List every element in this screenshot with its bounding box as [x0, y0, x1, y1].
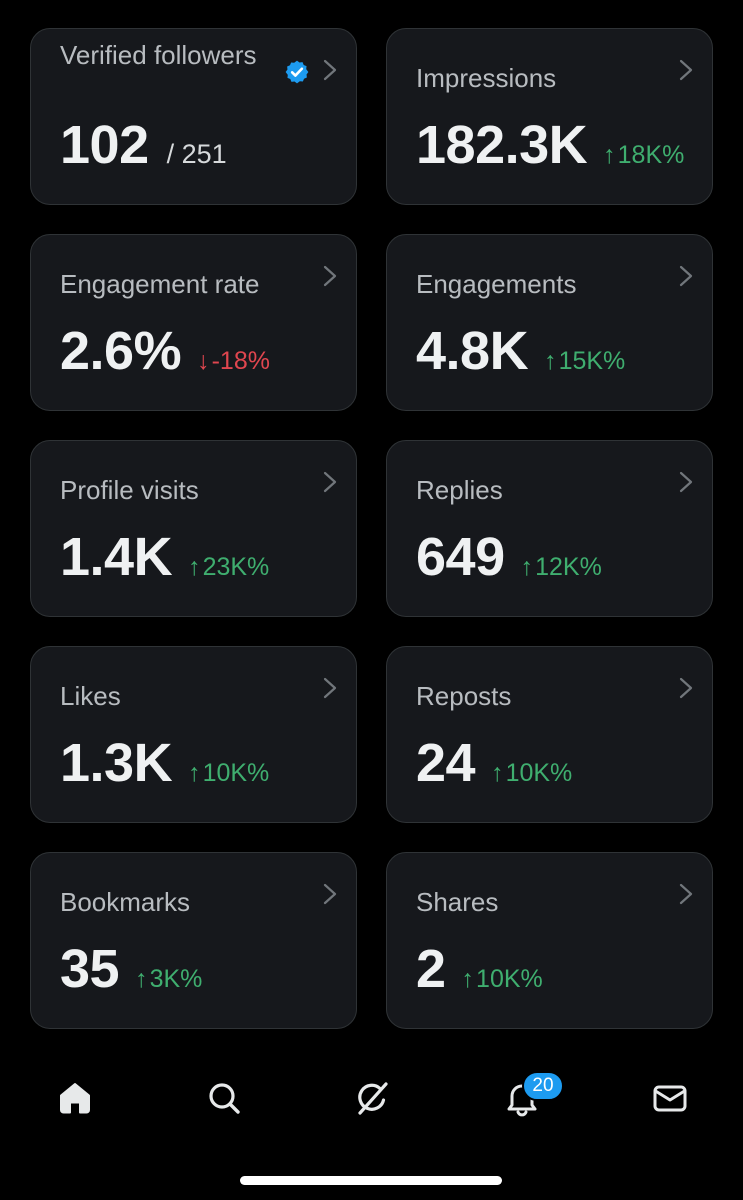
card-impressions[interactable]: Impressions 182.3K ↑ 18K% [386, 28, 713, 205]
arrow-up-icon: ↑ [544, 347, 557, 375]
metric-delta: ↑ 10K% [491, 759, 572, 788]
card-likes[interactable]: Likes 1.3K ↑ 10K% [30, 646, 357, 823]
card-reposts[interactable]: Reposts 24 ↑ 10K% [386, 646, 713, 823]
card-verified-followers[interactable]: Verified followers 102 / 251 [30, 28, 357, 205]
metric-delta: ↑ 12K% [521, 553, 602, 582]
card-engagements[interactable]: Engagements 4.8K ↑ 15K% [386, 234, 713, 411]
nav-search[interactable] [202, 1076, 246, 1120]
metric-value: 649 [416, 527, 505, 587]
value-row: 2.6% ↓ -18% [60, 321, 270, 381]
card-label: Impressions [416, 63, 557, 93]
search-icon [209, 1083, 240, 1114]
messages-icon [653, 1085, 687, 1112]
nav-home[interactable] [53, 1076, 97, 1120]
delta-value: 10K% [476, 965, 543, 993]
delta-value: 3K% [149, 965, 203, 993]
value-row: 182.3K ↑ 18K% [416, 115, 684, 175]
arrow-down-icon: ↓ [197, 347, 210, 375]
metric-value: 4.8K [416, 321, 529, 381]
metric-delta: ↑ 23K% [188, 553, 269, 582]
metric-delta: ↑ 18K% [603, 141, 684, 170]
card-shares[interactable]: Shares 2 ↑ 10K% [386, 852, 713, 1029]
arrow-up-icon: ↑ [135, 965, 148, 993]
metric-delta: ↑ 10K% [462, 965, 543, 994]
delta-value: 18K% [617, 141, 685, 169]
card-label: Engagements [416, 269, 577, 299]
delta-value: 10K% [505, 759, 573, 787]
card-label: Verified followers [60, 40, 257, 70]
chevron-right-icon [676, 881, 696, 907]
arrow-up-icon: ↑ [188, 759, 201, 787]
metric-delta: ↑ 3K% [135, 965, 202, 994]
card-label: Profile visits [60, 475, 199, 505]
chevron-right-icon [676, 263, 696, 289]
home-indicator[interactable] [240, 1176, 502, 1185]
chevron-right-icon [676, 469, 696, 495]
metric-value: 1.3K [60, 733, 173, 793]
metric-value: 1.4K [60, 527, 173, 587]
card-label: Shares [416, 887, 499, 917]
card-label: Reposts [416, 681, 512, 711]
metric-value: 182.3K [416, 115, 588, 175]
chevron-right-icon [320, 675, 340, 701]
verified-badge-icon [284, 59, 310, 85]
arrow-up-icon: ↑ [188, 553, 201, 581]
metric-value: 102 [60, 115, 149, 175]
value-row: 649 ↑ 12K% [416, 527, 602, 587]
arrow-up-icon: ↑ [461, 965, 475, 993]
value-row: 35 ↑ 3K% [60, 939, 202, 999]
arrow-up-icon: ↑ [520, 553, 534, 581]
value-row: 102 / 251 [60, 115, 227, 175]
delta-value: 10K% [202, 759, 270, 787]
arrow-up-icon: ↑ [603, 141, 616, 169]
metric-value: 2.6% [60, 321, 182, 381]
value-row: 2 ↑ 10K% [416, 939, 543, 999]
metric-value: 2 [416, 939, 446, 999]
delta-value: 15K% [558, 347, 626, 375]
metric-value: 24 [416, 733, 476, 793]
nav-messages[interactable] [648, 1076, 692, 1120]
bottom-nav [0, 1058, 743, 1138]
card-label: Replies [416, 475, 503, 505]
metric-total: / 251 [166, 139, 227, 169]
chevron-right-icon [320, 881, 340, 907]
metric-value: 35 [60, 939, 120, 999]
card-replies[interactable]: Replies 649 ↑ 12K% [386, 440, 713, 617]
card-label: Likes [60, 681, 121, 711]
nav-grok[interactable] [350, 1076, 394, 1120]
notification-count-badge: 20 [522, 1071, 564, 1101]
card-bookmarks[interactable]: Bookmarks 35 ↑ 3K% [30, 852, 357, 1029]
metric-delta: ↓ -18% [197, 347, 270, 376]
delta-value: -18% [211, 347, 270, 375]
metrics-grid: Verified followers 102 / 251 Impressions… [30, 28, 713, 1029]
value-row: 1.3K ↑ 10K% [60, 733, 269, 793]
grok-icon [358, 1082, 388, 1115]
card-label: Bookmarks [60, 887, 191, 917]
value-row: 24 ↑ 10K% [416, 733, 572, 793]
delta-value: 12K% [535, 553, 602, 581]
home-icon [60, 1083, 90, 1114]
card-engagement-rate[interactable]: Engagement rate 2.6% ↓ -18% [30, 234, 357, 411]
metric-delta: ↑ 10K% [188, 759, 269, 788]
chevron-right-icon [320, 263, 340, 289]
chevron-right-icon [320, 469, 340, 495]
arrow-up-icon: ↑ [491, 759, 504, 787]
chevron-right-icon [676, 675, 696, 701]
delta-value: 23K% [202, 553, 270, 581]
chevron-right-icon [676, 57, 696, 83]
value-row: 1.4K ↑ 23K% [60, 527, 269, 587]
card-profile-visits[interactable]: Profile visits 1.4K ↑ 23K% [30, 440, 357, 617]
chevron-right-icon [320, 57, 340, 83]
card-label: Engagement rate [60, 269, 260, 299]
metric-delta: ↑ 15K% [544, 347, 625, 376]
value-row: 4.8K ↑ 15K% [416, 321, 625, 381]
